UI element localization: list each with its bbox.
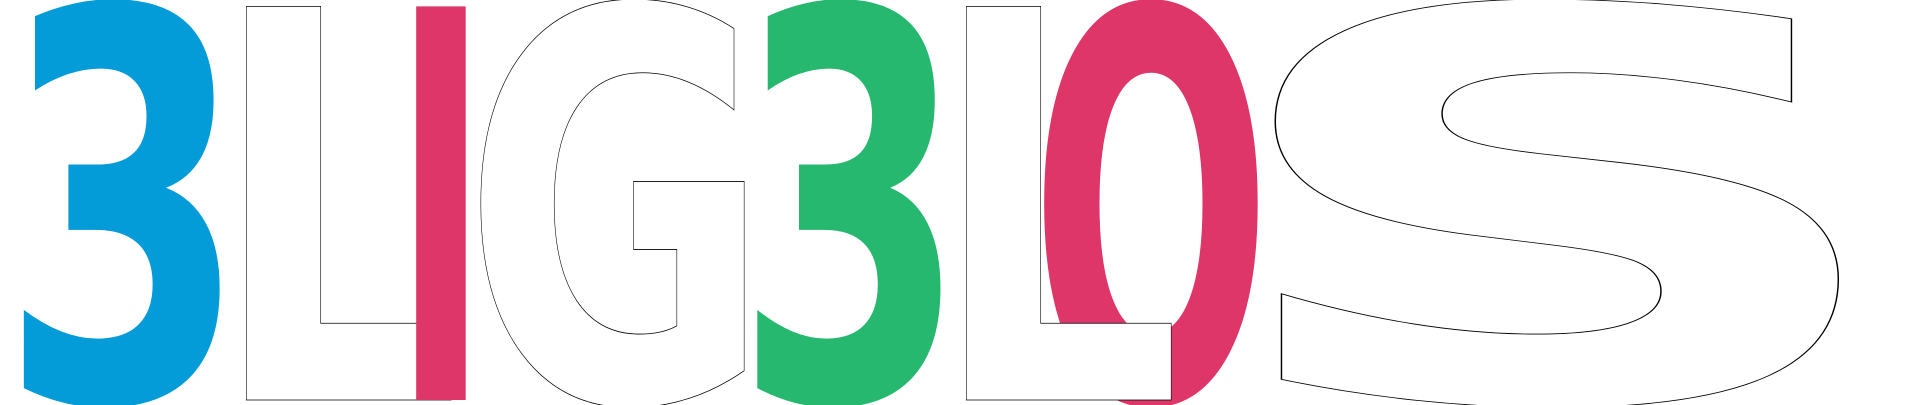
logo-letter: S	[1205, 0, 1910, 405]
logo-letter: L	[930, 0, 1182, 405]
logo-letter: I	[392, 0, 490, 405]
logo-letter: 3	[735, 0, 967, 405]
logo-letter: G	[462, 0, 772, 405]
logo-letter: O	[1030, 0, 1272, 405]
logo-letter: L	[210, 0, 462, 405]
logo-letter: 3	[0, 0, 248, 405]
